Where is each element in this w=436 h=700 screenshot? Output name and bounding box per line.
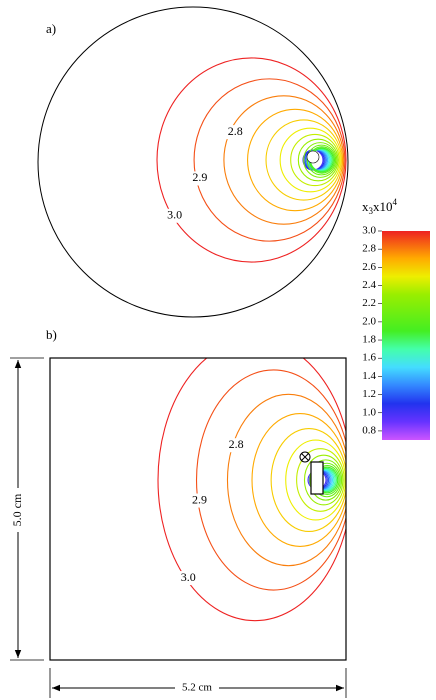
contour-line [226, 393, 346, 567]
colorbar-tick-label: 2.2 [362, 297, 376, 309]
contour-line [303, 142, 338, 178]
colorbar-tick-label: 1.6 [362, 352, 376, 364]
label-background [226, 438, 247, 453]
contour-line [195, 369, 346, 591]
colorbar-tick-label: 1.4 [362, 370, 376, 382]
contour-label: 3.0 [167, 208, 182, 222]
colorbar-tick-label: 1.8 [362, 334, 376, 346]
contour-label: 3.0 [181, 570, 196, 584]
colorbar-tick-label: 1.0 [362, 406, 376, 418]
panel-label: b) [46, 327, 57, 342]
contour-line [270, 428, 346, 532]
contour-line [247, 108, 344, 212]
label-background [225, 125, 246, 140]
label-background [178, 571, 199, 586]
title-part: x10 [373, 199, 393, 214]
contour-line [309, 459, 343, 501]
sink [310, 461, 324, 495]
colorbar-tick-label: 3.0 [362, 225, 376, 237]
contour-line [303, 454, 344, 506]
contour-line [265, 119, 342, 201]
contour-label: 2.9 [192, 170, 207, 184]
contour-line [156, 57, 347, 263]
contour-line [279, 127, 341, 193]
contours-a [156, 57, 347, 263]
title-sub: 3 [369, 206, 374, 216]
height-label: 5.0 cm [10, 493, 24, 526]
label-background [189, 493, 210, 508]
colorbar-tick-label: 2.6 [362, 261, 376, 273]
colorbar-title: x3x104 [362, 197, 398, 216]
contour-label: 2.8 [228, 124, 243, 138]
contour-line [290, 133, 340, 187]
colorbar: 3.0 2.8 2.6 2.4 2.2 2.0 1.8 1.6 1.4 1.2 1.0 0.8 [362, 225, 430, 440]
disk-boundary [37, 6, 349, 318]
contour-line [296, 448, 345, 512]
contour-line [223, 95, 345, 225]
colorbar-tick-label: 0.8 [362, 424, 376, 436]
contour-line [297, 138, 339, 182]
colorbar-tick-label: 2.8 [362, 243, 376, 255]
panel-label: a) [46, 21, 56, 36]
square-boundary [49, 357, 347, 661]
contour-line [306, 144, 337, 176]
width-dimension [49, 668, 347, 698]
contour-label: 2.9 [192, 492, 207, 506]
title-part: x [362, 199, 369, 214]
title-sup: 4 [393, 197, 398, 207]
label-background [164, 208, 185, 223]
contour-line [251, 413, 346, 547]
cross-symbol [299, 451, 311, 463]
colorbar-bar [382, 231, 430, 440]
sink [306, 150, 320, 164]
contour-line [157, 358, 346, 622]
height-dimension [10, 357, 44, 661]
colorbar-tick-label: 1.2 [362, 388, 376, 400]
label-background [189, 171, 210, 186]
colorbar-tick-label: 2.0 [362, 315, 376, 327]
width-label: 5.2 cm [182, 682, 212, 694]
contour-line [193, 78, 346, 242]
contour-label: 2.8 [229, 437, 244, 451]
colorbar-tick-label: 2.4 [362, 279, 376, 291]
